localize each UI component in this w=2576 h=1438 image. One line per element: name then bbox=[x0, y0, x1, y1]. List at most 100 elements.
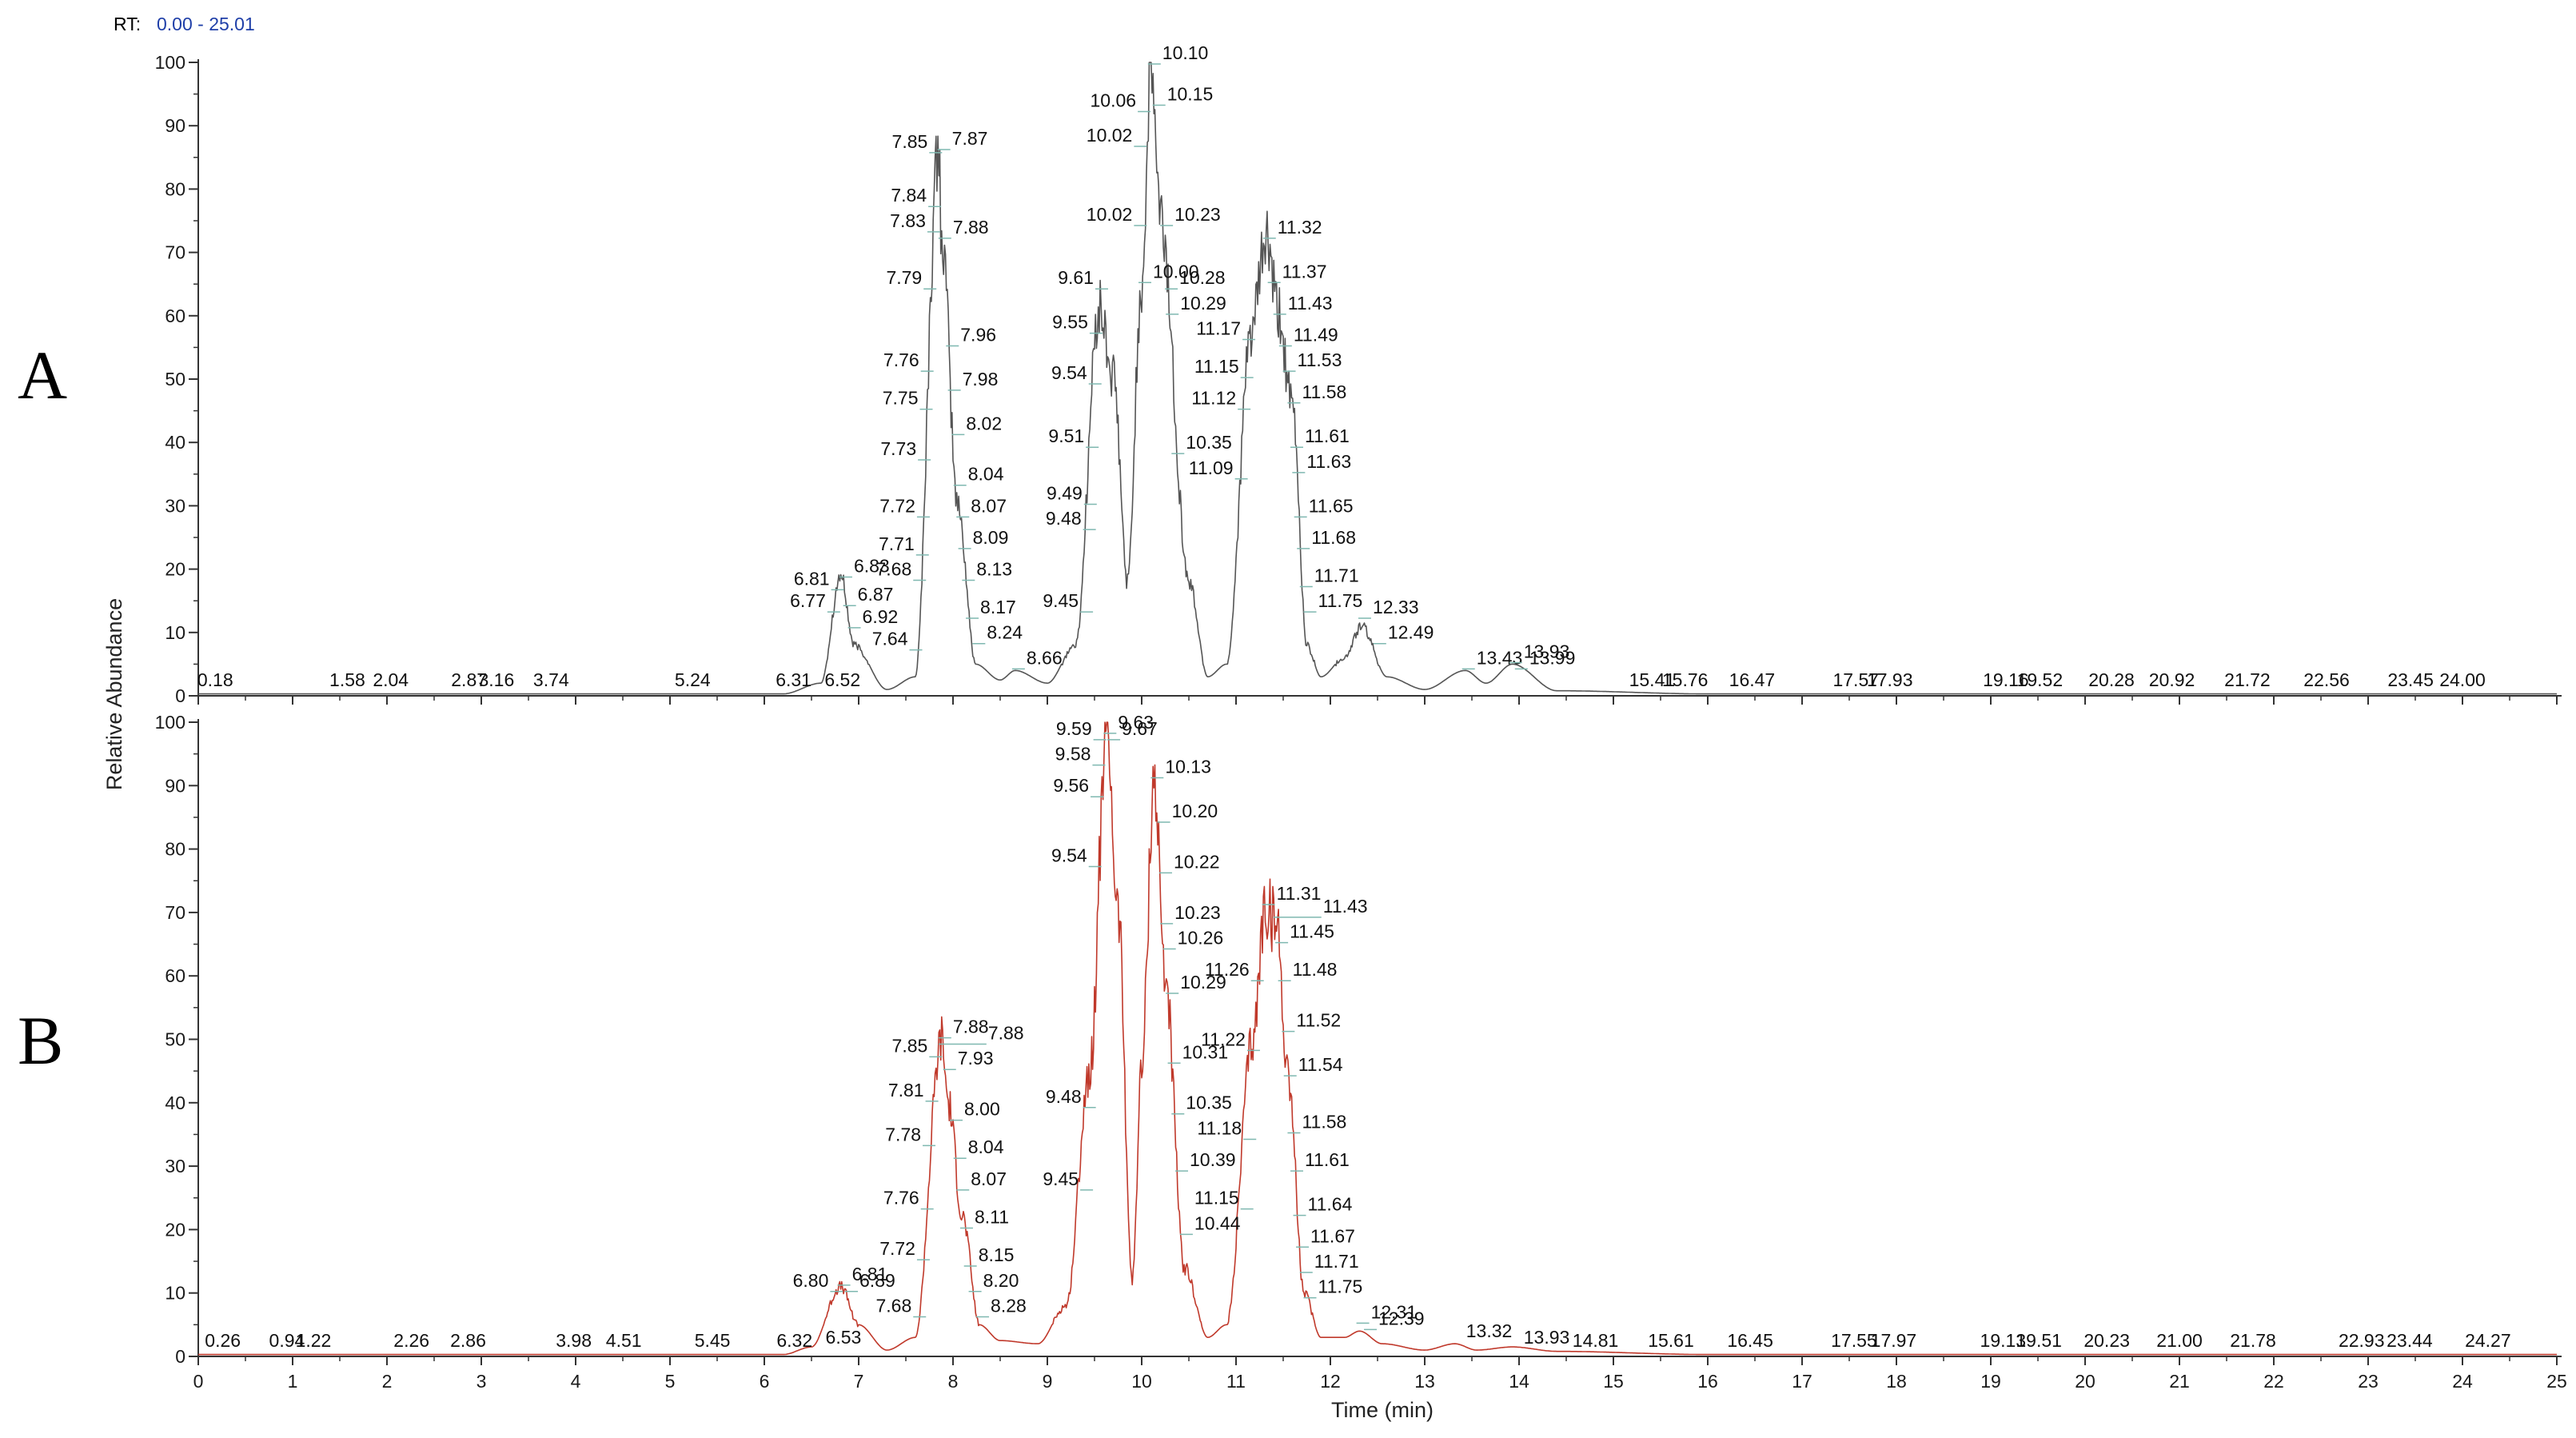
peak-label: 6.31 bbox=[776, 669, 811, 690]
peak-label: 6.81 bbox=[852, 1264, 888, 1284]
x-tick-label: 11 bbox=[1226, 1371, 1246, 1392]
peak-label: 7.84 bbox=[891, 185, 927, 206]
peak-label: 9.59 bbox=[1056, 718, 1092, 739]
x-tick-label: 7 bbox=[854, 1371, 864, 1392]
x-tick-label: 9 bbox=[1043, 1371, 1053, 1392]
panel-letter-b: B bbox=[18, 1002, 63, 1079]
peak-label: 8.07 bbox=[971, 1168, 1007, 1189]
peak-label: 11.26 bbox=[1205, 959, 1250, 980]
peak-label: 7.87 bbox=[952, 128, 988, 149]
peak-label: 8.15 bbox=[979, 1244, 1015, 1265]
peak-label: 2.04 bbox=[373, 669, 409, 690]
peak-label: 22.93 bbox=[2339, 1330, 2385, 1351]
peak-label: 12.33 bbox=[1373, 597, 1419, 617]
y-tick-label: 70 bbox=[165, 242, 185, 263]
x-tick-label: 4 bbox=[571, 1371, 581, 1392]
peak-label: 11.71 bbox=[1314, 565, 1359, 585]
peak-label: 13.32 bbox=[1466, 1320, 1513, 1341]
peak-label: 7.71 bbox=[879, 533, 915, 554]
x-tick-label: 12 bbox=[1320, 1371, 1341, 1392]
peak-label: 19.13 bbox=[1980, 1330, 2027, 1351]
peak-label: 11.49 bbox=[1294, 324, 1338, 345]
peak-label: 9.55 bbox=[1052, 312, 1088, 333]
peak-label: 11.45 bbox=[1290, 921, 1334, 942]
peak-label: 23.44 bbox=[2387, 1330, 2433, 1351]
peak-label: 8.17 bbox=[980, 597, 1016, 617]
trace-line-b bbox=[198, 721, 2557, 1356]
peak-label: 11.71 bbox=[1314, 1251, 1359, 1272]
peak-label: 11.32 bbox=[1278, 217, 1322, 238]
y-tick-label: 90 bbox=[165, 115, 185, 136]
peak-label: 11.75 bbox=[1318, 1276, 1363, 1297]
peak-label: 0.26 bbox=[205, 1330, 241, 1351]
x-tick-label: 23 bbox=[2358, 1371, 2379, 1392]
peak-label: 11.37 bbox=[1282, 261, 1327, 282]
x-tick-label: 14 bbox=[1509, 1371, 1529, 1392]
y-tick-label: 10 bbox=[165, 622, 185, 643]
peak-label: 7.98 bbox=[963, 369, 999, 389]
peak-label: 7.88 bbox=[988, 1023, 1024, 1044]
peak-label: 7.68 bbox=[875, 559, 911, 580]
peak-label: 9.61 bbox=[1058, 267, 1094, 288]
peak-label: 6.92 bbox=[863, 606, 899, 627]
peak-label: 11.12 bbox=[1191, 388, 1236, 409]
peak-label: 11.18 bbox=[1197, 1117, 1242, 1138]
x-tick-label: 21 bbox=[2169, 1371, 2190, 1392]
peak-label: 7.68 bbox=[875, 1295, 911, 1316]
panel-letter-a: A bbox=[18, 337, 67, 413]
peak-label: 6.81 bbox=[794, 568, 830, 589]
peak-label: 11.61 bbox=[1305, 425, 1350, 446]
peak-label: 17.57 bbox=[1832, 669, 1879, 690]
peak-label: 6.87 bbox=[858, 584, 894, 605]
peak-label: 15.41 bbox=[1629, 669, 1676, 690]
peak-label: 10.29 bbox=[1180, 972, 1226, 993]
peak-label: 11.68 bbox=[1311, 527, 1356, 548]
peak-label: 24.00 bbox=[2439, 669, 2486, 690]
peak-label: 12.49 bbox=[1388, 622, 1434, 643]
y-tick-label: 20 bbox=[165, 1219, 185, 1240]
peak-label: 19.16 bbox=[1983, 669, 2029, 690]
peak-label: 10.06 bbox=[1091, 90, 1137, 110]
x-tick-label: 15 bbox=[1603, 1371, 1624, 1392]
peak-label: 7.72 bbox=[879, 1238, 915, 1259]
peak-label: 10.10 bbox=[1162, 42, 1209, 63]
y-tick-label: 60 bbox=[165, 306, 185, 326]
x-tick-label: 5 bbox=[665, 1371, 676, 1392]
peak-label: 11.15 bbox=[1194, 1188, 1239, 1208]
peak-label: 9.48 bbox=[1046, 1086, 1082, 1107]
x-tick-label: 16 bbox=[1697, 1371, 1718, 1392]
peak-label: 9.48 bbox=[1046, 508, 1082, 529]
peak-label: 7.73 bbox=[880, 438, 916, 459]
peak-label: 11.15 bbox=[1194, 356, 1239, 377]
peak-label: 22.56 bbox=[2303, 669, 2350, 690]
peak-label: 6.83 bbox=[854, 556, 890, 577]
y-tick-label: 30 bbox=[165, 495, 185, 516]
peak-label: 6.53 bbox=[826, 1327, 862, 1348]
peak-label: 0.94 bbox=[269, 1330, 305, 1351]
peak-label: 10.00 bbox=[1153, 261, 1199, 282]
peak-label: 20.28 bbox=[2088, 669, 2135, 690]
peak-label: 2.87 bbox=[451, 669, 487, 690]
peak-label: 7.85 bbox=[892, 1035, 928, 1056]
peak-label: 7.93 bbox=[958, 1048, 994, 1069]
peak-label: 11.58 bbox=[1302, 381, 1346, 402]
peak-label: 7.85 bbox=[892, 131, 928, 152]
peak-label: 10.31 bbox=[1182, 1041, 1229, 1062]
peak-label: 9.56 bbox=[1053, 775, 1089, 796]
x-tick-label: 18 bbox=[1886, 1371, 1907, 1392]
peak-label: 6.89 bbox=[859, 1270, 895, 1291]
peak-label: 8.00 bbox=[964, 1099, 1000, 1120]
peak-label: 11.17 bbox=[1196, 318, 1241, 339]
peak-label: 17.55 bbox=[1831, 1330, 1877, 1351]
peak-label: 21.72 bbox=[2224, 669, 2271, 690]
y-tick-label: 30 bbox=[165, 1156, 185, 1176]
x-tick-label: 19 bbox=[1980, 1371, 2001, 1392]
peak-label: 11.65 bbox=[1309, 495, 1354, 516]
peak-label: 11.43 bbox=[1323, 896, 1368, 917]
peak-label: 9.49 bbox=[1047, 482, 1083, 503]
peak-label: 6.32 bbox=[776, 1330, 812, 1351]
peak-label: 3.98 bbox=[556, 1330, 592, 1351]
peak-label: 10.02 bbox=[1087, 125, 1133, 146]
